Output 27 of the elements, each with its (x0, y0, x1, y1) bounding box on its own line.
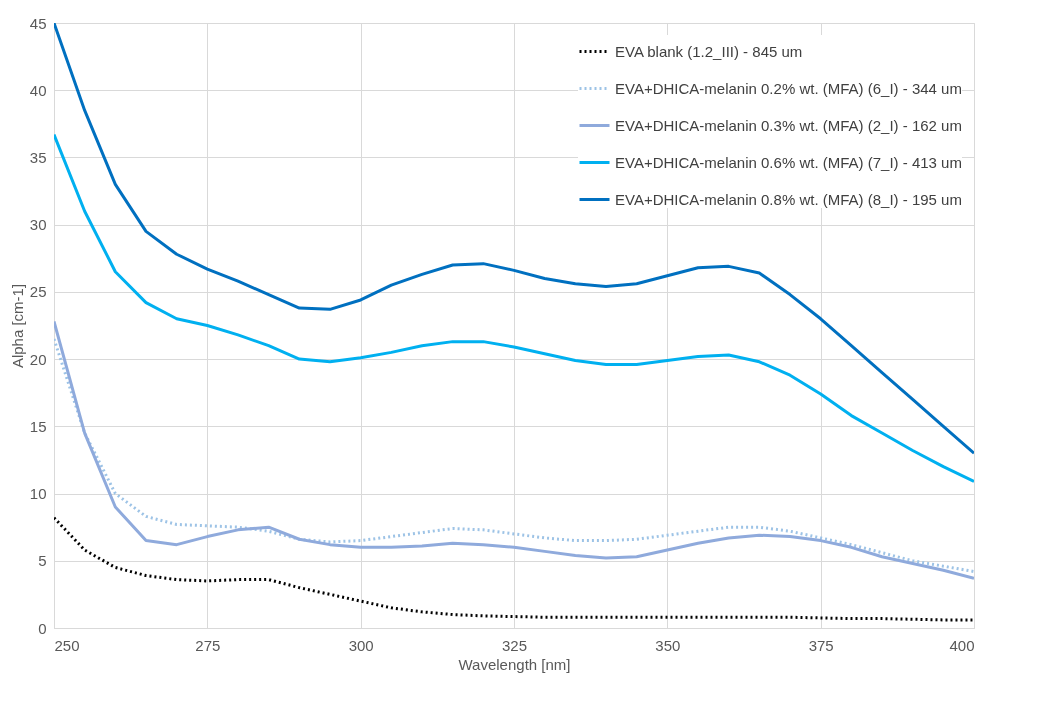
y-tick-label: 0 (38, 619, 47, 637)
y-tick-label: 15 (29, 417, 47, 435)
y-tick-label: 40 (29, 81, 47, 99)
legend-label: EVA+DHICA-melanin 0.2% wt. (MFA) (6_I) - 344 um (615, 79, 962, 97)
y-tick-label: 20 (29, 350, 47, 368)
y-tick-label: 35 (29, 148, 47, 166)
legend-label: EVA+DHICA-melanin 0.6% wt. (MFA) (7_I) - 413 um (615, 153, 962, 171)
y-tick-label: 25 (29, 283, 47, 301)
legend-label: EVA+DHICA-melanin 0.8% wt. (MFA) (8_I) - 195 um (615, 190, 962, 208)
y-tick-label: 30 (29, 216, 47, 234)
legend-label: EVA+DHICA-melanin 0.3% wt. (MFA) (2_I) - 162 um (615, 116, 962, 134)
line-series (54, 133, 974, 483)
x-tick-label: 375 (808, 636, 834, 654)
x-axis-title: Wavelength [nm] (458, 655, 571, 673)
x-tick-label: 275 (195, 636, 221, 654)
x-tick-label: 300 (348, 636, 374, 654)
x-tick-label: 350 (655, 636, 681, 654)
y-tick-label: 10 (29, 485, 47, 503)
x-tick-label: 325 (501, 636, 528, 654)
x-tick-label: 400 (949, 636, 975, 654)
y-tick-label: 45 (29, 14, 47, 32)
line-series (54, 516, 974, 622)
line-series (54, 23, 974, 455)
y-axis-title: Alpha [cm-1] (8, 283, 26, 369)
legend-label: EVA blank (1.2_III) - 845 um (615, 42, 803, 60)
y-tick-label: 5 (38, 552, 47, 570)
x-tick-label: 250 (54, 636, 80, 654)
